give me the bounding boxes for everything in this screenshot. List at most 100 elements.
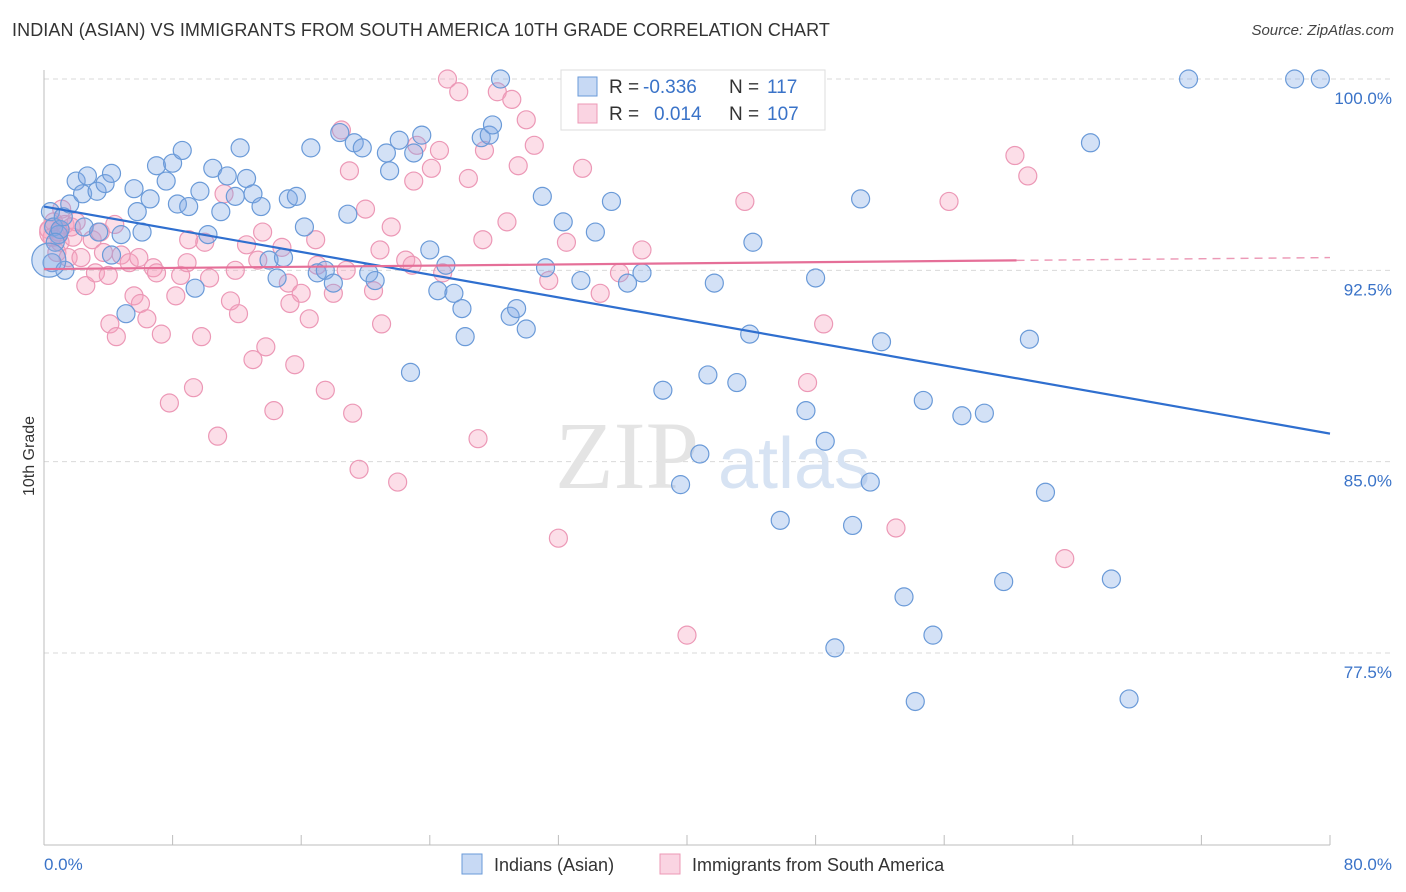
point-indians-asian: [352, 138, 372, 158]
source-label: Source: ZipAtlas.com: [1251, 22, 1394, 39]
point-immigrants-south-america: [343, 403, 363, 423]
point-immigrants-south-america: [814, 314, 834, 334]
point-immigrants-south-america: [474, 140, 495, 161]
point-immigrants-south-america: [502, 89, 522, 110]
stats-r-label-blue: R =: [609, 77, 639, 98]
stats-n-label-blue: N =: [729, 77, 759, 98]
point-immigrants-south-america: [539, 270, 559, 291]
point-indians-asian: [146, 156, 167, 176]
point-indians-asian: [1080, 133, 1101, 153]
point-indians-asian: [87, 181, 107, 201]
point-indians-asian: [571, 270, 591, 291]
point-immigrants-south-america: [437, 69, 458, 89]
point-immigrants-south-america: [735, 191, 755, 212]
point-indians-asian: [617, 273, 638, 293]
axes: [43, 70, 1331, 846]
point-indians-asian: [217, 166, 237, 186]
point-immigrants-south-america: [556, 232, 577, 252]
point-indians-asian: [172, 140, 192, 161]
point-immigrants-south-america: [208, 426, 228, 446]
point-indians-asian: [50, 219, 70, 240]
point-immigrants-south-america: [299, 309, 319, 329]
point-indians-asian: [323, 273, 343, 293]
point-immigrants-south-america: [388, 472, 408, 492]
point-indians-asian: [404, 143, 424, 163]
point-indians-asian: [455, 327, 475, 347]
point-indians-asian: [1119, 689, 1139, 709]
trend-lines: [43, 205, 1331, 435]
point-indians-asian: [851, 189, 871, 209]
stats-n-value-pink: 107: [767, 104, 799, 125]
point-indians-asian: [743, 232, 763, 252]
point-immigrants-south-america: [473, 230, 493, 250]
y-tick-label: 77.5%: [1344, 663, 1392, 682]
point-immigrants-south-america: [256, 337, 276, 357]
point-immigrants-south-america: [199, 268, 220, 288]
stats-r-value-blue: -0.336: [643, 77, 697, 98]
point-immigrants-south-america: [137, 309, 157, 329]
point-immigrants-south-america: [371, 314, 392, 334]
point-indians-asian: [690, 444, 710, 464]
point-immigrants-south-america: [548, 528, 569, 548]
point-immigrants-south-america: [146, 263, 167, 283]
point-immigrants-south-america: [1055, 549, 1075, 569]
point-indians-asian: [585, 222, 605, 242]
point-indians-asian: [267, 268, 287, 288]
point-immigrants-south-america: [236, 235, 257, 255]
point-immigrants-south-america: [363, 281, 384, 301]
point-immigrants-south-america: [1005, 145, 1025, 166]
point-indians-asian: [842, 515, 863, 536]
point-indians-asian: [894, 587, 914, 607]
point-immigrants-south-america: [797, 372, 818, 393]
point-indians-asian: [500, 306, 520, 326]
point-immigrants-south-america: [349, 459, 369, 479]
point-indians-asian: [905, 691, 925, 712]
chart-title: INDIAN (ASIAN) VS IMMIGRANTS FROM SOUTH …: [12, 20, 831, 40]
point-indians-asian: [860, 472, 880, 492]
point-indians-asian: [698, 365, 718, 385]
point-indians-asian: [601, 191, 622, 212]
stats-legend-swatch-blue: [577, 76, 598, 97]
point-immigrants-south-america: [98, 265, 118, 286]
point-indians-asian: [301, 138, 321, 158]
point-indians-asian: [482, 115, 503, 135]
point-indians-asian: [294, 217, 315, 237]
point-immigrants-south-america: [524, 135, 544, 155]
point-immigrants-south-america: [516, 110, 536, 130]
bottom-legend: Indians (Asian) Immigrants from South Am…: [461, 853, 945, 875]
point-indians-asian: [77, 166, 98, 186]
point-immigrants-south-america: [468, 429, 488, 449]
point-indians-asian: [74, 217, 94, 237]
point-indians-asian: [31, 242, 67, 278]
point-immigrants-south-america: [355, 199, 376, 219]
point-indians-asian: [101, 163, 122, 183]
point-immigrants-south-america: [166, 286, 186, 306]
point-indians-asian: [365, 270, 385, 291]
stats-r-label-pink: R =: [609, 104, 639, 125]
point-immigrants-south-america: [106, 327, 126, 347]
point-immigrants-south-america: [939, 191, 959, 212]
point-indians-asian: [140, 189, 160, 209]
point-indians-asian: [428, 281, 448, 301]
point-immigrants-south-america: [404, 171, 424, 191]
point-immigrants-south-america: [396, 250, 416, 270]
point-indians-asian: [111, 225, 131, 245]
point-indians-asian: [952, 406, 972, 426]
point-indians-asian: [55, 260, 75, 280]
stats-legend-frame: [560, 69, 826, 131]
legend-label-immigrants-south-america: Immigrants from South America: [692, 855, 945, 875]
point-indians-asian: [670, 475, 691, 495]
series-pink-points: [39, 69, 1075, 645]
stats-n-value-blue: 117: [767, 77, 797, 98]
point-indians-asian: [507, 299, 527, 319]
point-indians-asian: [330, 122, 350, 143]
y-tick-label: 85.0%: [1344, 472, 1392, 491]
point-immigrants-south-america: [421, 158, 442, 178]
point-indians-asian: [412, 125, 432, 145]
point-immigrants-south-america: [264, 401, 284, 421]
point-indians-asian: [190, 181, 210, 201]
point-indians-asian: [273, 247, 294, 268]
point-immigrants-south-america: [179, 230, 199, 250]
point-immigrants-south-america: [306, 230, 326, 250]
point-indians-asian: [1310, 69, 1330, 89]
